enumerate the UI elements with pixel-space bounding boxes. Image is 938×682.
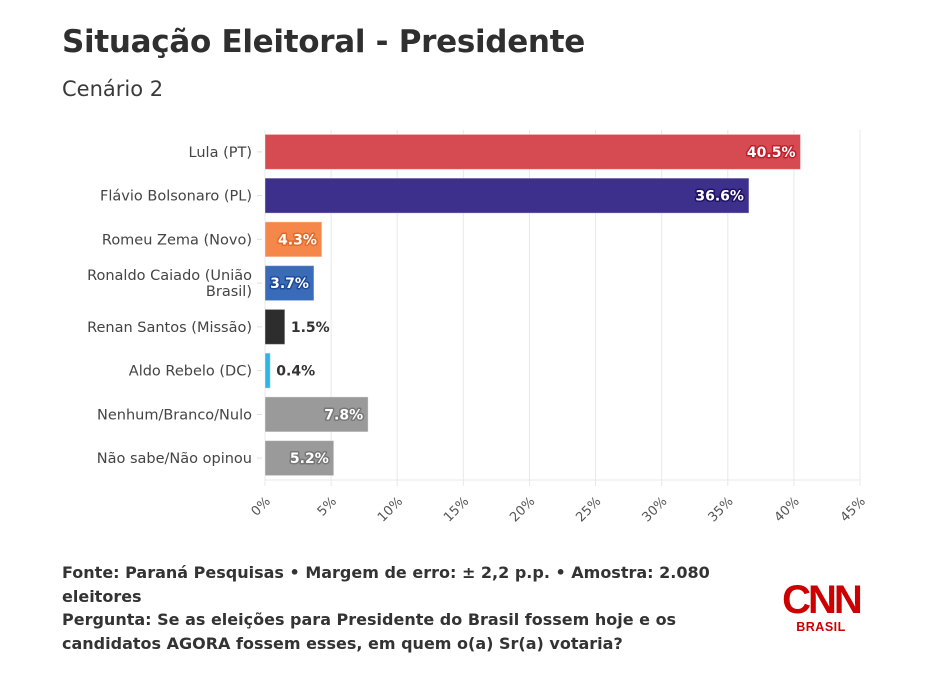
x-tick-label: 10% [375, 494, 406, 525]
logo-cnn-text: CNN [782, 578, 863, 622]
x-tick-label: 30% [639, 494, 670, 525]
logo-brasil-text: BRASIL [796, 620, 846, 634]
bar [264, 221, 323, 258]
bar [264, 133, 801, 170]
bar [264, 440, 335, 477]
value-label: 40.5% [747, 145, 796, 161]
bar [264, 396, 369, 433]
value-label: 7.8% [324, 407, 363, 423]
category-label: Ronaldo Caiado (União [87, 268, 252, 284]
x-tick-label: 45% [838, 494, 869, 525]
cnn-brasil-logo: CNN BRASIL [776, 578, 866, 634]
bar [264, 177, 750, 214]
x-tick-label: 40% [772, 494, 803, 525]
category-label: Nenhum/Branco/Nulo [97, 407, 252, 423]
value-label: 1.5% [291, 320, 330, 336]
x-tick-label: 5% [315, 494, 340, 519]
x-tick-label: 25% [573, 494, 604, 525]
x-tick-label: 35% [706, 494, 737, 525]
category-label: Renan Santos (Missão) [87, 320, 252, 336]
bar [264, 308, 286, 345]
category-label: Romeu Zema (Novo) [102, 232, 252, 248]
value-label: 36.6% [695, 189, 744, 205]
x-tick-label: 20% [507, 494, 538, 525]
chart-title: Situação Eleitoral - Presidente [62, 24, 585, 60]
bar [264, 265, 315, 302]
bar-chart: 0% 5% 10% 15% 20% 25% 30% 35% 40% 45% Lula (PT) 40.… [87, 130, 869, 525]
chart-subtitle: Cenário 2 [62, 77, 164, 101]
category-label: Aldo Rebelo (DC) [129, 364, 252, 380]
x-tick-label: 15% [441, 494, 472, 525]
x-tick-label: 0% [249, 494, 274, 519]
chart-footer: Fonte: Paraná Pesquisas • Margem de erro… [62, 561, 774, 655]
category-label: Flávio Bolsonaro (PL) [100, 189, 252, 205]
category-label: Não sabe/Não opinou [97, 451, 252, 467]
bar [264, 352, 271, 389]
source-note: Fonte: Paraná Pesquisas • Margem de erro… [62, 563, 710, 606]
value-label: 0.4% [276, 364, 315, 380]
value-label: 5.2% [290, 451, 329, 467]
category-label: Brasil) [206, 284, 252, 300]
value-label: 3.7% [270, 276, 309, 292]
category-label: Lula (PT) [189, 145, 252, 161]
question-note: Pergunta: Se as eleições para Presidente… [62, 610, 677, 653]
value-label: 4.3% [278, 232, 317, 248]
